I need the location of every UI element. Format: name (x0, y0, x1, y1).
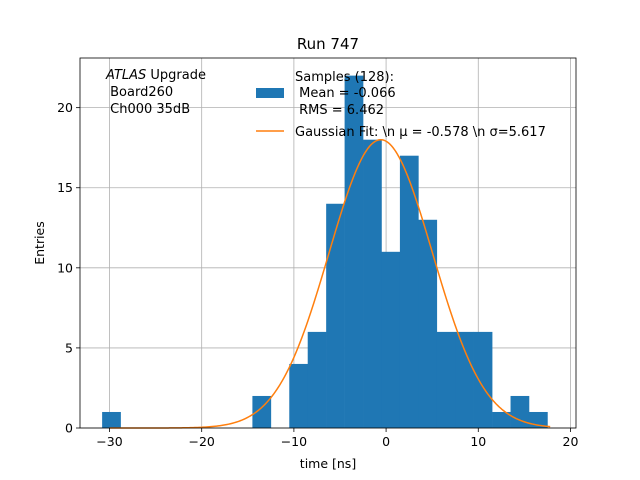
legend-bars-line-1: Samples (128): (295, 70, 394, 85)
x-tick-label-0: −30 (96, 434, 122, 449)
y-tick-label-2: 10 (57, 260, 73, 275)
x-tick-label-4: 10 (470, 434, 486, 449)
atlas-upgrade: Upgrade (146, 68, 206, 83)
legend-fit-label: Gaussian Fit: \n μ = -0.578 \n σ=5.617 (295, 125, 546, 140)
chart-title: Run 747 (297, 35, 359, 53)
histogram-bar-13 (492, 411, 511, 428)
histogram-bar-3 (307, 331, 327, 428)
histogram-bar-8 (399, 155, 419, 428)
y-axis-ticks: 0 5 10 15 20 (57, 100, 80, 436)
y-tick-label-1: 5 (65, 340, 73, 355)
histogram-bar-2 (289, 363, 309, 428)
x-tick-label-5: 20 (563, 434, 579, 449)
histogram-bar-0 (102, 411, 121, 428)
board-label: Board260 (106, 85, 173, 100)
channel-label: Ch000 35dB (106, 102, 190, 117)
histogram-bar-11 (455, 331, 474, 428)
histogram-bars (102, 75, 548, 429)
legend-bars-line-3: RMS = 6.462 (295, 103, 384, 118)
histogram-bar-1 (252, 395, 272, 428)
legend-bars-swatch (256, 88, 284, 98)
atlas-label: ATLAS Upgrade (105, 68, 206, 83)
x-tick-label-2: −10 (281, 434, 307, 449)
y-tick-label-4: 20 (57, 100, 73, 115)
grid (80, 58, 576, 429)
x-tick-label-1: −20 (188, 434, 214, 449)
histogram-bar-10 (436, 331, 456, 428)
legend: Samples (128): Mean = -0.066 RMS = 6.462… (256, 70, 546, 140)
histogram-bar-12 (473, 331, 493, 428)
histogram-bar-9 (418, 219, 438, 428)
histogram-bar-4 (326, 203, 345, 428)
atlas-annotation: ATLAS Upgrade Board260 Ch000 35dB (105, 68, 206, 117)
histogram-bar-6 (363, 139, 382, 429)
x-axis-ticks: −30 −20 −10 0 10 20 (96, 428, 578, 449)
atlas-italic: ATLAS (105, 68, 146, 83)
histogram-bar-7 (381, 251, 401, 428)
x-axis-title: time [ns] (300, 456, 356, 471)
x-tick-label-3: 0 (382, 434, 390, 449)
y-axis-title: Entries (32, 221, 47, 265)
plot-frame (79, 57, 577, 429)
legend-bars-line-2: Mean = -0.066 (295, 86, 396, 101)
y-tick-label-0: 0 (65, 421, 73, 436)
y-tick-label-3: 15 (57, 180, 73, 195)
histogram-bar-14 (510, 395, 530, 428)
